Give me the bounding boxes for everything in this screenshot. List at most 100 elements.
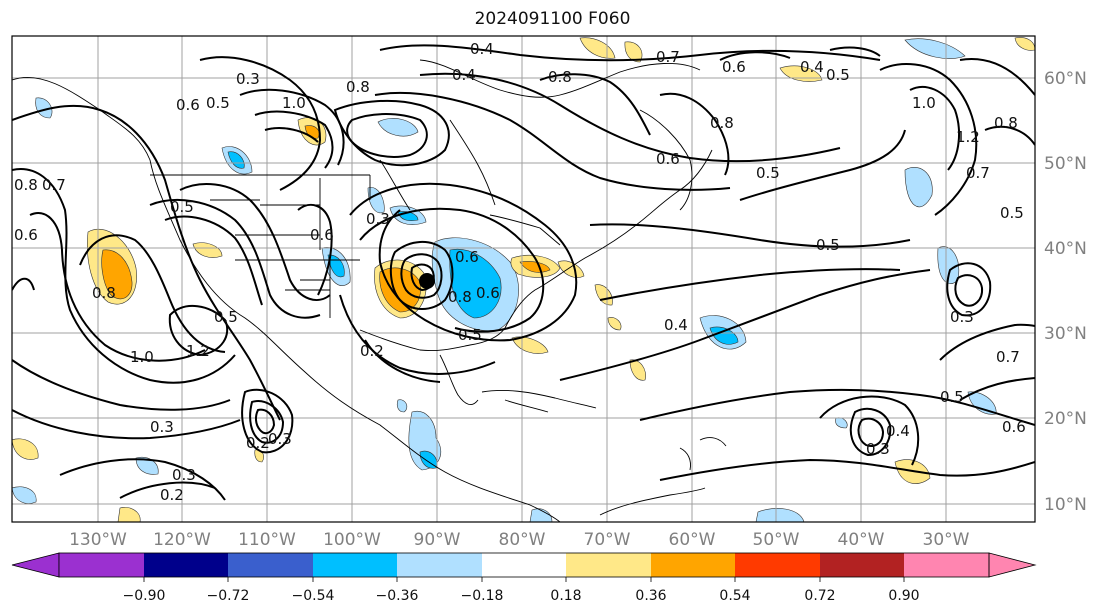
map-frame bbox=[11, 35, 1036, 523]
lon-label: 60°W bbox=[669, 530, 716, 550]
positive-anomaly-patch bbox=[117, 507, 141, 522]
contour-label: 0.7 bbox=[42, 176, 66, 194]
contour-label: 1.0 bbox=[282, 94, 306, 112]
contour-label: 0.8 bbox=[994, 114, 1018, 132]
lon-label: 50°W bbox=[753, 530, 800, 550]
latitude-axis: 60°N 50°N 40°N 30°N 20°N 10°N bbox=[1044, 69, 1087, 515]
contour-label: 1.2 bbox=[186, 342, 210, 360]
contour-label: 1.2 bbox=[956, 128, 980, 146]
lat-label: 50°N bbox=[1044, 154, 1087, 174]
colorbar-tick-label: −0.72 bbox=[207, 588, 250, 604]
contour-label: 0.8 bbox=[14, 176, 38, 194]
contour-label: 0.5 bbox=[458, 326, 482, 344]
contour-label: 0.5 bbox=[940, 388, 964, 406]
contour-label: 0.8 bbox=[92, 284, 116, 302]
longitude-axis: 130°W 120°W 110°W 100°W 90°W 80°W 70°W 6… bbox=[69, 530, 970, 550]
contour-label: 0.3 bbox=[172, 466, 196, 484]
contour-label: 1.0 bbox=[912, 94, 936, 112]
colorbar-bin bbox=[566, 553, 651, 577]
lon-label: 80°W bbox=[499, 530, 546, 550]
colorbar-tick-label: 0.18 bbox=[550, 588, 581, 604]
negative-anomaly-patch bbox=[135, 457, 159, 475]
positive-anomaly-patch bbox=[192, 242, 223, 258]
colorbar-bin bbox=[820, 553, 904, 577]
contour-label: 0.4 bbox=[800, 58, 824, 76]
contour-label: 0.6 bbox=[176, 96, 200, 114]
negative-anomaly-patch bbox=[377, 118, 419, 137]
contour-label: 0.2 bbox=[246, 434, 270, 452]
contour-label: 0.7 bbox=[966, 164, 990, 182]
contour-label: 0.5 bbox=[214, 308, 238, 326]
contour-label: 0.5 bbox=[170, 198, 194, 216]
lon-label: 40°W bbox=[838, 530, 885, 550]
contour-label: 0.6 bbox=[455, 248, 479, 266]
contour-label: 0.6 bbox=[722, 58, 746, 76]
negative-anomaly-patch bbox=[396, 399, 408, 413]
colorbar-extend-low bbox=[11, 552, 60, 578]
graticule bbox=[12, 36, 1035, 522]
colorbar-extend-high bbox=[988, 552, 1037, 578]
colorbar-tick-label: −0.36 bbox=[376, 588, 419, 604]
colorbar-tick-label: −0.90 bbox=[123, 588, 166, 604]
positive-anomaly-patch bbox=[607, 317, 622, 331]
colorbar-bin bbox=[144, 553, 228, 577]
lon-label: 30°W bbox=[923, 530, 970, 550]
lon-label: 110°W bbox=[238, 530, 296, 550]
positive-anomaly-patch bbox=[12, 438, 39, 460]
negative-anomaly-patch bbox=[904, 166, 933, 208]
contour-label: 0.7 bbox=[996, 348, 1020, 366]
negative-anomaly-patch bbox=[227, 151, 245, 169]
contour-label: 0.5 bbox=[1000, 204, 1024, 222]
contour-label: 0.5 bbox=[756, 164, 780, 182]
colorbar-bin bbox=[313, 553, 397, 577]
contour-label: 0.8 bbox=[346, 78, 370, 96]
contour-label: 0.5 bbox=[206, 94, 230, 112]
colorbar-tick-label: 0.36 bbox=[635, 588, 666, 604]
positive-anomaly-patch bbox=[594, 284, 613, 306]
lon-label: 130°W bbox=[69, 530, 127, 550]
positive-anomaly-patch bbox=[101, 249, 133, 300]
contour-label: 0.5 bbox=[816, 236, 840, 254]
colorbar-bin bbox=[735, 553, 820, 577]
colorbar-tick-label: −0.18 bbox=[461, 588, 504, 604]
colorbar-bin bbox=[904, 553, 989, 577]
negative-anomaly-patch bbox=[835, 417, 848, 429]
contour-label: 0.8 bbox=[448, 288, 472, 306]
negative-anomaly-patch bbox=[449, 248, 502, 319]
negative-anomaly-patch bbox=[35, 97, 53, 119]
contour-label: 0.6 bbox=[1002, 418, 1026, 436]
lat-label: 10°N bbox=[1044, 495, 1087, 515]
contour-label: 0.4 bbox=[886, 422, 910, 440]
colorbar-bin bbox=[482, 553, 566, 577]
contour-label: 0.6 bbox=[656, 150, 680, 168]
negative-anomaly-patch bbox=[12, 486, 37, 504]
lon-label: 70°W bbox=[584, 530, 631, 550]
lat-label: 20°N bbox=[1044, 409, 1087, 429]
storm-center-marker bbox=[419, 273, 435, 289]
contour-label: 0.3 bbox=[950, 308, 974, 326]
contour-label: 1.0 bbox=[130, 348, 154, 366]
colorbar-bin bbox=[59, 553, 144, 577]
positive-anomaly-patch bbox=[579, 37, 616, 59]
contour-label: 0.6 bbox=[310, 226, 334, 244]
contour-label: 0.6 bbox=[14, 226, 38, 244]
contour-label: 0.3 bbox=[866, 440, 890, 458]
contour-label: 0.5 bbox=[826, 66, 850, 84]
negative-anomaly-patch bbox=[904, 38, 966, 59]
colorbar-tick-label: 0.72 bbox=[804, 588, 835, 604]
lat-label: 40°N bbox=[1044, 239, 1087, 259]
negative-anomaly-patch bbox=[709, 326, 739, 345]
colorbar-bin bbox=[397, 553, 482, 577]
lat-label: 60°N bbox=[1044, 69, 1087, 89]
positive-anomaly-patch bbox=[519, 261, 551, 273]
lon-label: 100°W bbox=[323, 530, 381, 550]
colorbar-tick-label: 0.90 bbox=[888, 588, 919, 604]
colorbar-bin bbox=[228, 553, 313, 577]
contour-label: 0.2 bbox=[160, 486, 184, 504]
contour-label: 0.3 bbox=[268, 430, 292, 448]
contour-label: 0.2 bbox=[360, 342, 384, 360]
map-title: 2024091100 F060 bbox=[474, 9, 631, 29]
contour-label: 0.3 bbox=[150, 418, 174, 436]
colorbar-bin bbox=[651, 553, 735, 577]
